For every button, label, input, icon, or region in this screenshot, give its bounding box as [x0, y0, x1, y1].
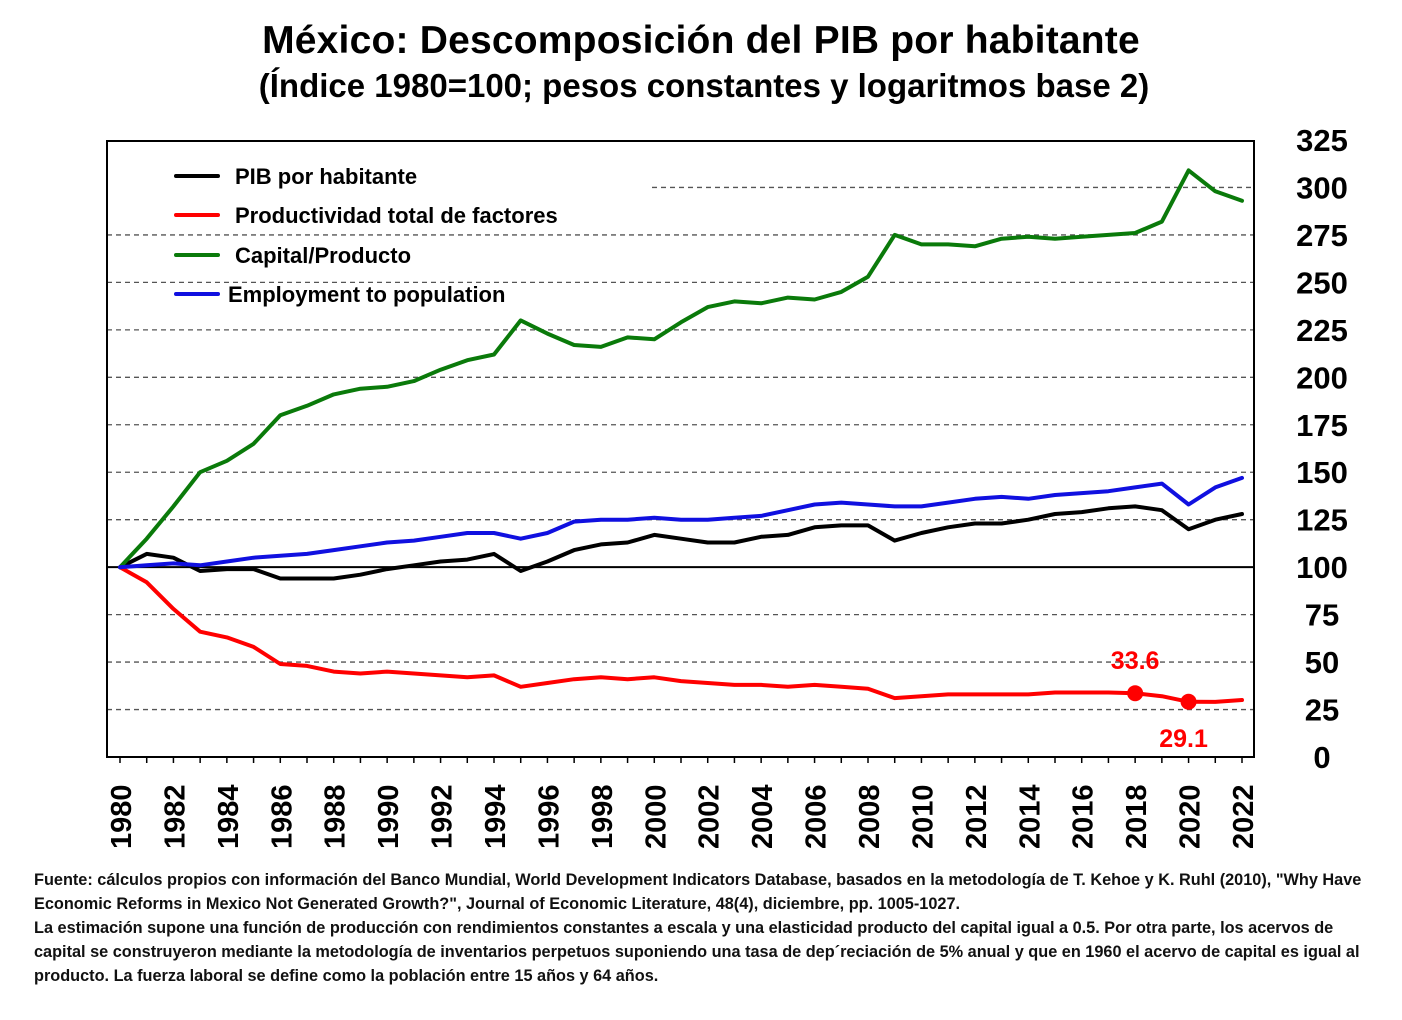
gridlines [107, 186, 1254, 711]
annotation-markers: 33.6 29.1 [1111, 647, 1208, 753]
x-tick-label-1992: 1992 [427, 784, 459, 849]
x-tick-label-2014: 2014 [1014, 784, 1046, 849]
chart-canvas: 33.6 29.1 0 25 50 75 100 125 150 175 200 225 250 275… [106, 123, 1348, 849]
x-tick-label-2000: 2000 [640, 784, 672, 849]
x-tick-label-2012: 2012 [961, 784, 993, 849]
x-tick-label-2006: 2006 [801, 784, 833, 849]
source-paragraph-2: La estimación supone una función de prod… [34, 919, 1360, 985]
source-paragraph-1: Fuente: cálculos propios con información… [34, 871, 1362, 913]
legend-label-employment-to-population: Employment to population [228, 282, 505, 307]
chart-title: México: Descomposición del PIB por habit… [262, 19, 1140, 62]
x-tick-label-1984: 1984 [213, 784, 245, 849]
series-line-pib-por-habitante [118, 504, 1244, 581]
legend-label-capital-producto: Capital/Producto [235, 243, 411, 268]
x-tick-label-2022: 2022 [1228, 784, 1260, 849]
x-tick-label-1980: 1980 [106, 784, 138, 849]
x-tick-label-2008: 2008 [854, 784, 886, 849]
x-tick-label-1986: 1986 [266, 784, 298, 849]
annotation-marker-2018 [1127, 685, 1144, 702]
series-line-capital-producto [118, 168, 1244, 570]
y-tick-label-25: 25 [1305, 693, 1339, 728]
y-tick-label-100: 100 [1296, 550, 1348, 585]
y-tick-label-225: 225 [1296, 313, 1348, 348]
x-tick-label-2020: 2020 [1175, 784, 1207, 849]
x-tick-label-2010: 2010 [907, 784, 939, 849]
annotation-label-2018: 33.6 [1111, 647, 1160, 675]
chart-subtitle: (Índice 1980=100; pesos constantes y log… [258, 67, 1150, 104]
y-tick-label-275: 275 [1296, 218, 1348, 253]
x-tick-label-1990: 1990 [373, 784, 405, 849]
series-line-productividad-total-de-factores [118, 565, 1244, 704]
y-tick-label-50: 50 [1305, 645, 1339, 680]
x-tick-label-1988: 1988 [320, 784, 352, 849]
x-tick-label-2002: 2002 [694, 784, 726, 849]
x-tick-label-1982: 1982 [159, 784, 191, 849]
y-tick-label-325: 325 [1296, 123, 1348, 158]
series-lines [118, 168, 1244, 704]
x-tick-label-1998: 1998 [587, 784, 619, 849]
y-tick-label-125: 125 [1296, 503, 1348, 538]
x-tick-label-2004: 2004 [747, 784, 779, 849]
annotation-marker-2020 [1180, 693, 1197, 710]
x-tick-label-2018: 2018 [1121, 784, 1153, 849]
y-tick-label-0: 0 [1313, 740, 1330, 775]
y-tick-label-300: 300 [1296, 170, 1348, 205]
source-note: Fuente: cálculos propios con información… [34, 868, 1374, 988]
legend: PIB por habitante Productividad total de … [174, 164, 558, 307]
y-tick-label-150: 150 [1296, 455, 1348, 490]
legend-label-productividad-total-de-factores: Productividad total de factores [235, 203, 558, 228]
y-tick-label-175: 175 [1296, 408, 1348, 443]
y-tick-label-75: 75 [1305, 598, 1339, 633]
series-line-employment-to-population [118, 475, 1244, 570]
annotation-label-2020: 29.1 [1159, 725, 1208, 753]
y-tick-label-200: 200 [1296, 360, 1348, 395]
legend-label-pib-por-habitante: PIB por habitante [235, 164, 417, 189]
x-axis-ticks: 1980 1982 1984 1986 1988 1990 1992 1994 1996 1998… [106, 757, 1260, 849]
x-tick-label-1994: 1994 [480, 784, 512, 849]
x-tick-label-2016: 2016 [1068, 784, 1100, 849]
y-tick-label-250: 250 [1296, 265, 1348, 300]
x-tick-label-1996: 1996 [533, 784, 565, 849]
y-axis-ticks: 0 25 50 75 100 125 150 175 200 225 250 275 300 325 [1296, 123, 1348, 775]
